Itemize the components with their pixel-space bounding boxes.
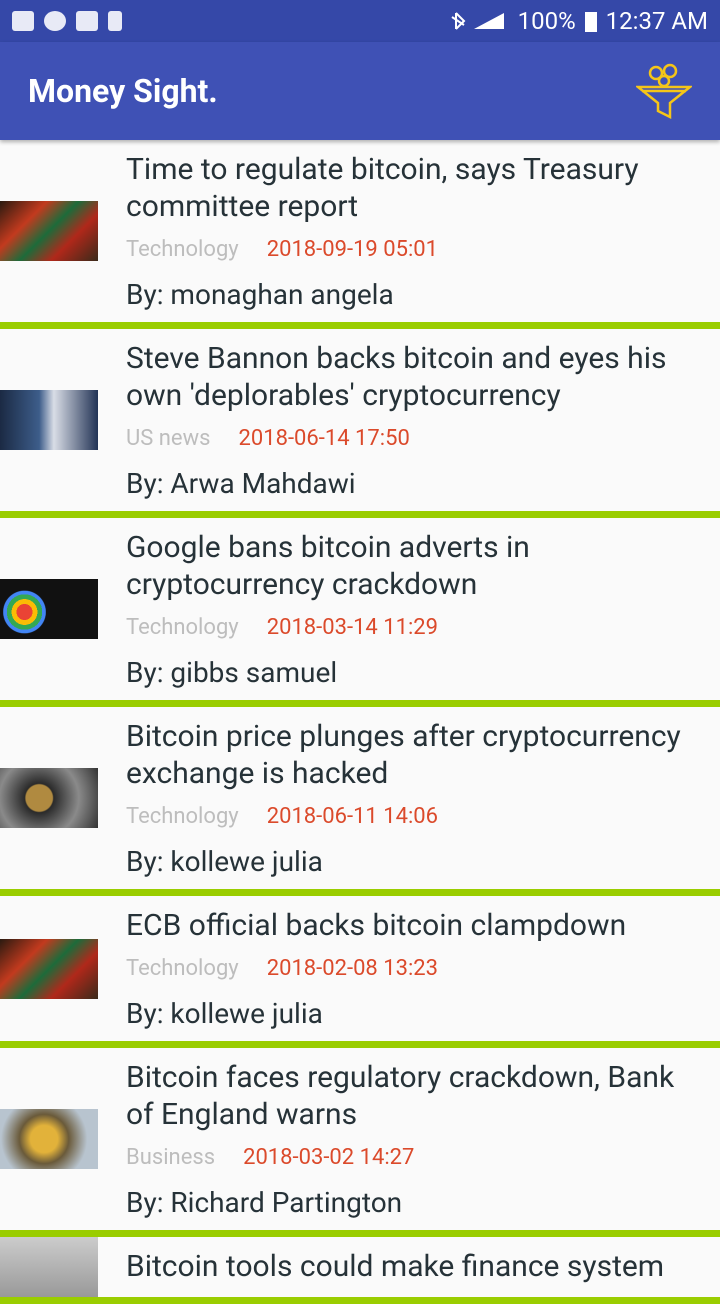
article-item[interactable]: Bitcoin tools could make finance system: [0, 1237, 720, 1304]
article-title: Bitcoin tools could make finance system: [126, 1249, 665, 1284]
article-meta: Technology 2018-02-08 13:23: [126, 954, 706, 984]
category: Technology: [126, 956, 239, 981]
notification-icons: [12, 11, 450, 31]
article-meta: Technology 2018-06-11 14:06: [126, 802, 706, 832]
clock: 12:37 AM: [605, 7, 708, 35]
date: 2018-02-08 13:23: [266, 956, 439, 981]
author: By: monaghan angela: [126, 278, 394, 311]
thumbnail: [0, 1109, 98, 1169]
article-title: Google bans bitcoin adverts in cryptocur…: [126, 530, 530, 602]
article-meta: Technology 2018-09-19 05:01: [126, 235, 706, 265]
article-title: ECB official backs bitcoin clampdown: [126, 908, 627, 943]
article-body: Google bans bitcoin adverts in cryptocur…: [98, 518, 720, 700]
icon: [76, 11, 98, 31]
article-item[interactable]: ECB official backs bitcoin clampdown Tech…: [0, 896, 720, 1048]
article-meta: Business 2018-03-02 14:27: [126, 1143, 706, 1173]
article-item[interactable]: Google bans bitcoin adverts in cryptocur…: [0, 518, 720, 707]
article-meta: US news 2018-06-14 17:50: [126, 424, 706, 454]
battery-text: 100%: [517, 7, 576, 35]
article-body: ECB official backs bitcoin clampdown Tech…: [98, 896, 720, 1041]
battery-icon: [584, 12, 597, 32]
article-title: Bitcoin faces regulatory crackdown, Bank…: [126, 1060, 675, 1132]
thumbnail: [0, 1237, 98, 1297]
app-title: Money Sight.: [28, 72, 218, 110]
article-item[interactable]: Bitcoin price plunges after cryptocurren…: [0, 707, 720, 896]
article-body: Bitcoin tools could make finance system: [98, 1237, 720, 1297]
thumbnail: [0, 201, 98, 261]
date: 2018-03-02 14:27: [243, 1145, 415, 1170]
article-body: Steve Bannon backs bitcoin and eyes his …: [98, 329, 720, 511]
filter-button[interactable]: [636, 61, 692, 121]
article-item[interactable]: Steve Bannon backs bitcoin and eyes his …: [0, 329, 720, 518]
article-title: Time to regulate bitcoin, says Treasury …: [126, 152, 639, 224]
article-item[interactable]: Bitcoin faces regulatory crackdown, Bank…: [0, 1048, 720, 1237]
author: By: kollewe julia: [126, 845, 323, 878]
thumbnail: [0, 938, 98, 999]
article-title: Bitcoin price plunges after cryptocurren…: [126, 719, 681, 791]
category: Technology: [126, 237, 239, 262]
author: By: kollewe julia: [126, 997, 323, 1030]
date: 2018-06-11 14:06: [266, 804, 439, 829]
author: By: gibbs samuel: [126, 656, 338, 689]
article-meta: Technology 2018-03-14 11:29: [126, 613, 706, 643]
thumbnail: [0, 768, 98, 828]
app-bar: Money Sight.: [0, 42, 720, 140]
article-body: Bitcoin faces regulatory crackdown, Bank…: [98, 1048, 720, 1230]
article-body: Time to regulate bitcoin, says Treasury …: [98, 140, 720, 322]
article-body: Bitcoin price plunges after cryptocurren…: [98, 707, 720, 889]
category: Business: [126, 1145, 216, 1170]
icon: [44, 11, 66, 31]
thumbnail: [0, 390, 98, 450]
category: US news: [126, 426, 211, 451]
author: By: Arwa Mahdawi: [126, 467, 356, 500]
signal-icons: [451, 12, 504, 30]
icon: [12, 11, 34, 31]
status-right: 100% 12:37 AM: [450, 7, 708, 35]
category: Technology: [126, 615, 239, 640]
article-item[interactable]: Time to regulate bitcoin, says Treasury …: [0, 140, 720, 329]
thumbnail: [0, 579, 98, 639]
author: By: Richard Partington: [126, 1186, 403, 1219]
date: 2018-03-14 11:29: [266, 615, 439, 640]
status-bar: 100% 12:37 AM: [0, 0, 720, 42]
date: 2018-06-14 17:50: [238, 426, 410, 451]
icon: [108, 11, 122, 31]
article-title: Steve Bannon backs bitcoin and eyes his …: [126, 341, 667, 413]
category: Technology: [126, 804, 239, 829]
article-list: Time to regulate bitcoin, says Treasury …: [0, 140, 720, 1304]
date: 2018-09-19 05:01: [266, 237, 439, 262]
